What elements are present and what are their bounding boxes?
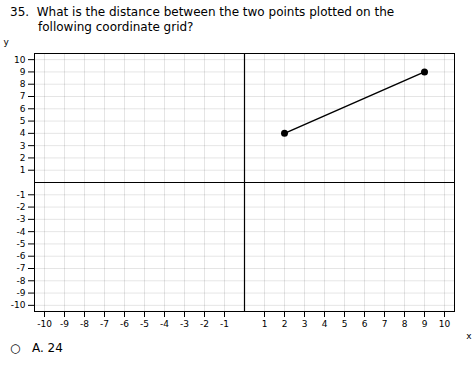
- svg-text:7: 7: [382, 319, 388, 329]
- svg-text:y: y: [4, 37, 10, 47]
- svg-text:6: 6: [362, 319, 368, 329]
- svg-text:5: 5: [342, 319, 348, 329]
- svg-text:-1: -1: [220, 319, 229, 329]
- svg-text:2: 2: [282, 319, 288, 329]
- svg-text:-7: -7: [100, 319, 109, 329]
- svg-text:-3: -3: [180, 319, 189, 329]
- svg-text:9: 9: [20, 67, 26, 77]
- svg-text:-4: -4: [160, 319, 169, 329]
- svg-text:-10: -10: [11, 300, 26, 310]
- svg-text:-1: -1: [17, 190, 26, 200]
- svg-text:-9: -9: [60, 319, 69, 329]
- html-text:following coordinate grid?: following coordinate grid?: [38, 20, 194, 34]
- svg-text:-7: -7: [17, 263, 26, 273]
- svg-text:x: x: [466, 331, 472, 341]
- svg-text:10: 10: [439, 319, 451, 329]
- svg-text:3: 3: [302, 319, 308, 329]
- html-text:35. What is the distance betwe: 35. What is the distance between the two…: [10, 5, 395, 19]
- svg-text:2: 2: [20, 153, 26, 163]
- svg-text:8: 8: [402, 319, 408, 329]
- svg-text:5: 5: [20, 116, 26, 126]
- svg-text:-4: -4: [17, 227, 26, 237]
- svg-text:8: 8: [20, 79, 26, 89]
- svg-text:-3: -3: [17, 214, 26, 224]
- svg-text:1: 1: [262, 319, 268, 329]
- svg-text:10: 10: [14, 55, 26, 65]
- svg-text:-6: -6: [17, 251, 26, 261]
- svg-text:3: 3: [20, 141, 26, 151]
- svg-text:-2: -2: [17, 202, 26, 212]
- svg-text:-8: -8: [17, 276, 26, 286]
- svg-text:-5: -5: [17, 239, 26, 249]
- svg-text:4: 4: [20, 128, 26, 138]
- svg-text:-5: -5: [140, 319, 149, 329]
- svg-text:-2: -2: [200, 319, 209, 329]
- svg-text:-8: -8: [80, 319, 89, 329]
- svg-text:4: 4: [322, 319, 328, 329]
- svg-text:9: 9: [422, 319, 428, 329]
- svg-text:-10: -10: [37, 319, 52, 329]
- svg-text:7: 7: [20, 91, 26, 101]
- svg-text:6: 6: [20, 104, 26, 114]
- html-text:○ A. 24: ○ A. 24: [10, 341, 63, 355]
- svg-text:-9: -9: [17, 288, 26, 298]
- svg-text:1: 1: [20, 165, 26, 175]
- svg-text:-6: -6: [120, 319, 129, 329]
